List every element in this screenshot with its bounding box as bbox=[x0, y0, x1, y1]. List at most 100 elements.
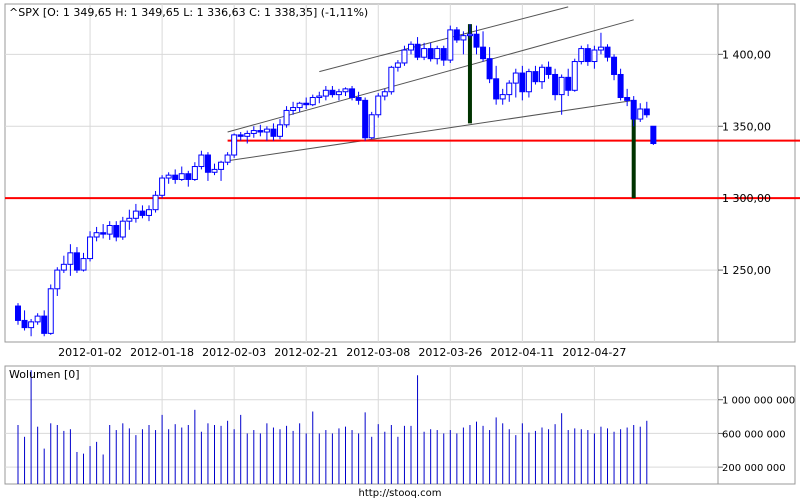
candle-body bbox=[617, 73, 624, 98]
volume-axis-area bbox=[717, 365, 796, 485]
date-tick-label: 2012-01-18 bbox=[130, 346, 194, 359]
candle-body bbox=[54, 269, 61, 290]
candle-body bbox=[146, 209, 152, 216]
candle-body bbox=[571, 61, 578, 91]
candle-body bbox=[152, 194, 159, 211]
candle-body bbox=[257, 130, 264, 133]
candle-body bbox=[211, 168, 218, 173]
candle-body bbox=[329, 89, 336, 96]
candle-body bbox=[375, 95, 382, 116]
candle-body bbox=[172, 174, 179, 180]
candle-body bbox=[440, 48, 447, 61]
channel-lines bbox=[227, 6, 634, 162]
candle-body bbox=[316, 95, 323, 98]
candle-body bbox=[519, 72, 526, 93]
trend-channel-line bbox=[319, 6, 569, 73]
candle-body bbox=[565, 76, 572, 91]
price-tick-label: 1 350,00 bbox=[722, 120, 771, 133]
candle-body bbox=[270, 128, 277, 137]
candle-body bbox=[191, 166, 198, 180]
candle-body bbox=[630, 99, 637, 120]
candle-body bbox=[165, 174, 172, 179]
candle-body bbox=[93, 232, 100, 238]
date-tick-label: 2012-02-03 bbox=[202, 346, 266, 359]
candle-body bbox=[473, 33, 480, 48]
candle-body bbox=[283, 109, 290, 126]
candle-body bbox=[80, 258, 87, 271]
candle-body bbox=[204, 154, 211, 173]
candle-body bbox=[624, 96, 631, 101]
candle-body bbox=[15, 305, 21, 321]
price-axis-area bbox=[717, 3, 796, 343]
candle-body bbox=[178, 173, 185, 180]
chart-header-label: ^SPX [O: 1 349,65 H: 1 349,65 L: 1 336,6… bbox=[9, 6, 368, 19]
candle-body bbox=[159, 177, 166, 196]
candle-body bbox=[394, 62, 401, 68]
candle-body bbox=[244, 132, 251, 137]
date-tick-label: 2012-03-08 bbox=[346, 346, 410, 359]
candle-body bbox=[237, 134, 244, 137]
candle-body bbox=[427, 48, 434, 60]
candle-body bbox=[250, 130, 257, 134]
candle-body bbox=[591, 49, 598, 63]
candle-body bbox=[532, 71, 539, 83]
candle-body bbox=[67, 252, 74, 265]
support-lines bbox=[5, 139, 800, 200]
candle-body bbox=[650, 125, 657, 145]
candle-body bbox=[60, 263, 67, 271]
date-tick-label: 2012-01-02 bbox=[58, 346, 122, 359]
candle-body bbox=[41, 315, 48, 334]
date-tick-label: 2012-02-21 bbox=[274, 346, 338, 359]
volume-grid bbox=[5, 399, 723, 468]
date-tick-label: 2012-04-11 bbox=[490, 346, 554, 359]
candle-body bbox=[388, 66, 395, 93]
price-tick-label: 1 250,00 bbox=[722, 264, 771, 277]
candle-body bbox=[309, 96, 316, 106]
candle-body bbox=[499, 94, 506, 100]
candle-body bbox=[139, 210, 146, 216]
candle-body bbox=[381, 91, 388, 97]
candle-body bbox=[434, 48, 441, 60]
candle-body bbox=[198, 154, 205, 168]
candle-body bbox=[368, 114, 375, 139]
candle-body bbox=[355, 96, 362, 101]
candle-body bbox=[224, 154, 231, 163]
candle-body bbox=[512, 72, 519, 84]
date-axis-labels: 2012-01-02 2012-01-18 2012-02-03 2012-02-21… bbox=[58, 346, 626, 359]
candle-body bbox=[322, 89, 329, 97]
candle-body bbox=[611, 56, 618, 75]
candle-body bbox=[185, 173, 192, 180]
candle-body bbox=[296, 102, 303, 109]
candle-body bbox=[578, 48, 585, 63]
candle-body bbox=[552, 73, 559, 96]
candle-body bbox=[447, 29, 454, 61]
candle-body bbox=[643, 108, 650, 116]
candle-body bbox=[597, 46, 604, 51]
candle-body bbox=[342, 88, 349, 93]
volume-tick-label: 200 000 000 bbox=[722, 463, 786, 474]
candle-body bbox=[493, 78, 500, 100]
candle-body bbox=[106, 224, 113, 235]
trend-channel-line bbox=[227, 19, 634, 133]
candle-body bbox=[100, 232, 107, 235]
candle-body bbox=[349, 88, 356, 98]
candle-body bbox=[604, 46, 611, 58]
candle-body bbox=[460, 35, 467, 41]
volume-axis-labels: 200 000 000 600 000 000 1 000 000 000 bbox=[722, 396, 795, 474]
candle-body bbox=[408, 43, 414, 51]
candle-body bbox=[401, 49, 408, 64]
candle-body bbox=[21, 319, 28, 329]
candle-body bbox=[218, 161, 225, 170]
candle-body bbox=[73, 252, 80, 271]
volume-bars bbox=[17, 370, 648, 484]
price-tick-label: 1 400,00 bbox=[722, 48, 771, 61]
candle-body bbox=[545, 66, 552, 75]
date-tick-label: 2012-04-27 bbox=[562, 346, 626, 359]
candle-body bbox=[263, 128, 270, 133]
source-url-link[interactable]: http://stooq.com bbox=[359, 488, 442, 499]
candle-body bbox=[414, 43, 421, 58]
volume-tick-label: 1 000 000 000 bbox=[722, 396, 795, 407]
price-axis-labels: 1 250,00 1 300,00 1 350,00 1 400,00 bbox=[722, 48, 771, 277]
trend-channel-line bbox=[227, 99, 634, 162]
